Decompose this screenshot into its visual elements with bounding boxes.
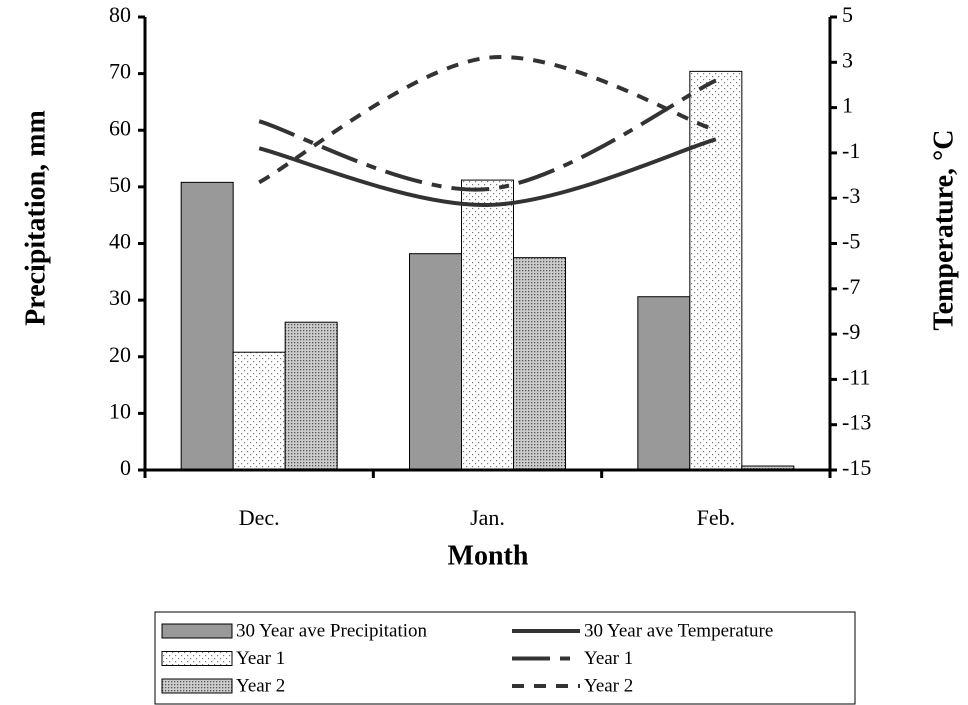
legend-box [154,611,856,705]
legend-label: Year 2 [236,675,285,696]
y-tick-label: 50 [109,172,131,197]
bar [689,70,743,471]
y2-tick-label: 1 [842,93,853,118]
x-tick-label: Jan. [470,505,505,530]
legend-label: 30 Year ave Precipitation [236,620,428,641]
bar [180,181,234,471]
line [258,137,717,207]
y2-tick-label: -11 [842,364,871,389]
legend-swatch [161,678,233,694]
line [258,78,717,192]
y-tick-label: 10 [109,398,131,423]
legend-label: Year 2 [584,675,633,696]
y-tick-label: 30 [109,285,131,310]
y-tick-label: 80 [109,2,131,27]
bar [409,253,462,471]
bar [232,351,286,471]
y2-tick-label: -9 [842,319,860,344]
y2-tick-label: -1 [842,138,860,163]
y-axis-title: Precipitation, mm [20,110,51,326]
legend-label: Year 1 [236,648,285,669]
y2-tick-label: -13 [842,410,871,435]
bar [461,179,514,471]
y-tick-label: 40 [109,229,131,254]
y2-tick-label: -5 [842,229,860,254]
x-tick-label: Dec. [239,505,280,530]
y2-axis-title: Temperature, °C [928,130,959,331]
bar [637,296,691,471]
y2-tick-label: 3 [842,47,853,72]
line [258,55,717,185]
y2-tick-label: 5 [842,2,853,27]
y-tick-label: 70 [109,59,131,84]
x-tick-label: Feb. [697,505,736,530]
y-tick-label: 60 [109,115,131,140]
bar [284,321,338,471]
legend-swatch [161,623,233,639]
legend-label: 30 Year ave Temperature [584,620,773,641]
bar [513,257,566,471]
y2-tick-label: -7 [842,274,860,299]
legend-label: Year 1 [584,648,633,669]
legend-swatch [161,651,233,666]
x-axis-title: Month [448,540,529,571]
y2-tick-label: -15 [842,455,871,480]
y-tick-label: 20 [109,342,131,367]
y2-tick-label: -3 [842,183,860,208]
y-tick-label: 0 [120,455,131,480]
